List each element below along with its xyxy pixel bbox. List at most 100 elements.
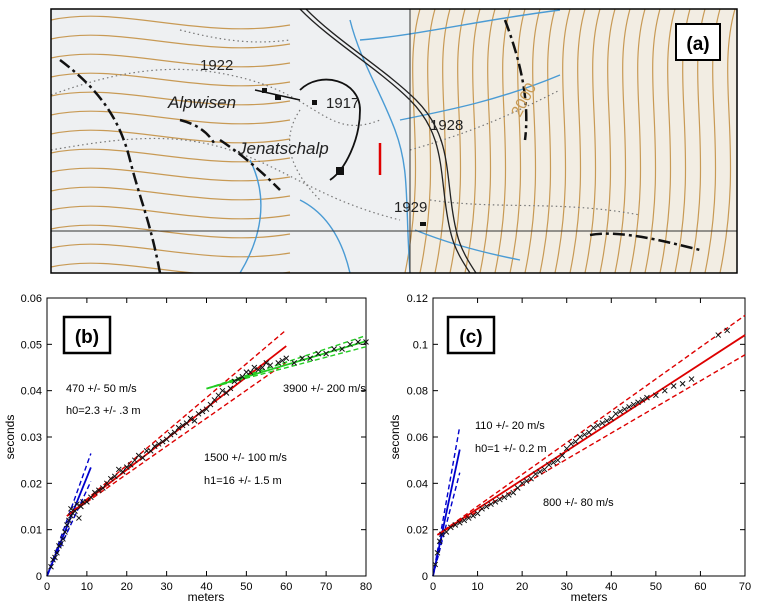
annotation-h0-b: h0=2.3 +/- .3 m — [66, 405, 141, 417]
y-tick-label: 0.05 — [21, 339, 42, 351]
data-point — [179, 422, 186, 429]
x-tick-label: 30 — [161, 581, 173, 593]
contour-line-east — [494, 9, 511, 273]
data-point — [60, 536, 66, 542]
data-point — [577, 434, 583, 440]
place-name-alpwisen: Alpwisen — [167, 93, 236, 112]
x-tick-label: 70 — [739, 581, 751, 593]
data-point — [187, 415, 194, 422]
data-point — [456, 519, 463, 526]
data-point — [54, 549, 60, 556]
data-point — [279, 357, 286, 364]
contour-line-east — [539, 9, 556, 273]
data-point — [439, 531, 445, 538]
data-point — [644, 394, 650, 401]
data-point — [247, 369, 254, 375]
y-tick-label: 0.02 — [21, 478, 42, 490]
spot-height-1922: 1922 — [200, 57, 233, 74]
data-point — [519, 480, 525, 487]
data-point — [299, 355, 306, 362]
data-point — [492, 499, 499, 505]
x-tick-label: 70 — [320, 581, 332, 593]
data-point — [715, 332, 722, 338]
data-point — [167, 431, 174, 438]
x-tick-label: 30 — [561, 581, 573, 593]
fit-band-lower — [432, 472, 461, 577]
data-point — [283, 355, 290, 362]
data-point — [263, 360, 270, 366]
x-tick-label: 20 — [121, 581, 133, 593]
data-point — [91, 489, 98, 496]
data-point — [251, 364, 258, 371]
data-point — [670, 383, 677, 389]
data-point — [432, 561, 439, 568]
panel-c-badge — [446, 315, 496, 355]
x-tick-label: 10 — [81, 581, 93, 593]
data-point — [131, 457, 138, 464]
boundaries — [59, 19, 701, 273]
data-point — [175, 424, 182, 431]
data-point — [483, 503, 490, 510]
annotation-velocity-1500: 1500 +/- 100 m/s — [204, 452, 287, 464]
fit-band-upper — [432, 426, 461, 577]
y-tick-label: 0.06 — [407, 432, 428, 444]
data-point — [147, 448, 154, 454]
data-point — [514, 485, 521, 491]
contour-line-east — [524, 9, 541, 273]
x-tick-label: 50 — [650, 581, 662, 593]
contour-line-west — [51, 34, 291, 49]
contour-line-east — [584, 9, 601, 273]
data-point — [203, 406, 210, 413]
data-point — [155, 441, 162, 447]
contour-line-west — [51, 72, 291, 87]
annotation-h0-c: h0=1 +/- 0.2 m — [475, 443, 547, 455]
data-point — [537, 468, 543, 475]
data-point — [267, 362, 274, 369]
data-point — [528, 475, 534, 482]
y-tick-label: 0 — [36, 571, 42, 583]
contour-line-west — [51, 148, 291, 163]
data-point — [52, 554, 58, 561]
contour-line-west — [51, 15, 291, 30]
contour-line-east — [644, 9, 661, 273]
x-axis-label-c: meters — [571, 590, 608, 604]
data-point — [510, 489, 517, 496]
data-point — [235, 376, 242, 382]
y-tick-label: 0 — [422, 571, 428, 583]
data-point — [207, 401, 214, 408]
y-tick-label: 0.1 — [413, 339, 428, 351]
contour-line-east — [614, 9, 631, 273]
contour-line-west — [51, 129, 291, 144]
data-point — [66, 517, 72, 524]
data-point — [95, 487, 102, 494]
x-tick-label: 10 — [471, 581, 483, 593]
data-point — [452, 522, 459, 528]
path-loop — [299, 78, 361, 181]
data-point — [275, 360, 282, 366]
contour-line-east — [509, 9, 526, 273]
data-point — [586, 429, 592, 436]
y-tick-label: 0.01 — [21, 525, 42, 537]
data-point — [135, 452, 142, 459]
y-tick-label: 0.02 — [407, 525, 428, 537]
panel-b-badge — [62, 315, 112, 355]
contour-line-west — [51, 243, 291, 258]
data-point — [563, 445, 570, 452]
panel-a-badge — [675, 23, 721, 61]
data-point — [64, 522, 70, 528]
contour-line-east — [569, 9, 586, 273]
contour-line-west — [51, 110, 291, 125]
data-point — [103, 480, 110, 487]
data-point — [223, 390, 230, 396]
annotation-velocity-3900: 3900 +/- 200 m/s — [283, 383, 366, 395]
data-point — [195, 410, 202, 417]
contour-line-east — [599, 9, 616, 273]
data-point — [78, 503, 84, 510]
data-point — [315, 350, 322, 357]
data-point — [255, 366, 262, 373]
contour-line-east — [554, 9, 571, 273]
data-point — [111, 473, 118, 480]
data-point — [501, 494, 508, 501]
data-point — [76, 515, 82, 521]
map-panel: Alpwisen Jenatschalp 1922 1917 1928 1929… — [50, 8, 738, 274]
